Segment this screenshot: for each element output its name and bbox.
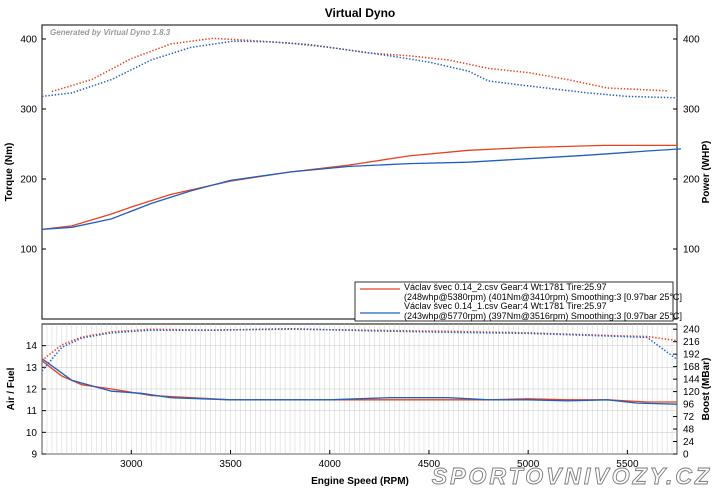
generated-by-label: Generated by Virtual Dyno 1.8.3 — [50, 28, 171, 37]
rpm-tick-label: 3500 — [219, 459, 242, 470]
boost-tick-label: 72 — [683, 412, 695, 423]
torque-tick-label: 200 — [20, 175, 37, 186]
afr-tick-label: 9 — [31, 450, 37, 461]
legend-run-1-line2: (243whp@5770rpm) (397Nm@3516rpm) Smoothi… — [404, 311, 682, 321]
y-axis-label-left: Torque (Nm) — [4, 143, 15, 202]
x-axis-label: Engine Speed (RPM) — [311, 476, 409, 487]
boost-tick-label: 96 — [683, 400, 695, 411]
boost-tick-label: 192 — [683, 350, 700, 361]
boost-tick-label: 216 — [683, 337, 700, 348]
afr-tick-label: 12 — [26, 385, 38, 396]
y-axis-label-right: Power (WHP) — [701, 141, 712, 204]
power-tick-label: 200 — [683, 175, 700, 186]
power-tick-label: 100 — [683, 245, 700, 256]
chart-title: Virtual Dyno — [325, 6, 395, 20]
rpm-tick-label: 3000 — [120, 459, 143, 470]
afr-axis-label: Air / Fuel — [6, 367, 17, 410]
legend-run-2-line2: (248whp@5380rpm) (401Nm@3410rpm) Smoothi… — [404, 292, 682, 302]
bottom-series-lines — [41, 327, 678, 405]
torque-tick-label: 300 — [20, 105, 37, 116]
top-axis-ticks: 100 200 300 400 100 200 300 400 — [20, 35, 700, 256]
top-series-lines — [41, 37, 682, 231]
rpm-tick-label: 4500 — [418, 459, 441, 470]
power-tick-label: 400 — [683, 35, 700, 46]
bottom-axis-ticks: 3000 3500 4000 4500 5000 5500 9 10 11 12 13 14 0 2448… — [26, 325, 700, 470]
top-series-3 — [41, 40, 678, 99]
legend-run-2-line1: Václav švec 0.14_2.csv Gear:4 Wt:1781 Ti… — [404, 282, 607, 292]
power-tick-label: 300 — [683, 105, 700, 116]
legend: Václav švec 0.14_2.csv Gear:4 Wt:1781 Ti… — [354, 281, 682, 322]
watermark: SPORTOVNIVOZY.CZ — [432, 463, 712, 489]
torque-tick-label: 100 — [20, 245, 37, 256]
legend-run-1-line1: Václav švec 0.14_1.csv Gear:4 Wt:1781 Ti… — [404, 301, 607, 311]
boost-tick-label: 168 — [683, 362, 700, 373]
boost-tick-label: 0 — [683, 450, 689, 461]
bottom-series-1 — [41, 358, 678, 405]
top-series-2 — [41, 148, 682, 231]
boost-tick-label: 240 — [683, 325, 700, 336]
afr-tick-label: 11 — [27, 406, 38, 417]
top-plot-frame — [41, 24, 678, 320]
bottom-series-2 — [41, 328, 678, 361]
legend-box — [354, 281, 674, 322]
boost-tick-label: 144 — [683, 375, 700, 386]
afr-tick-label: 10 — [26, 428, 38, 439]
boost-tick-label: 48 — [683, 425, 695, 436]
rpm-tick-label: 5500 — [616, 459, 639, 470]
rpm-tick-label: 4000 — [319, 459, 342, 470]
torque-tick-label: 400 — [20, 35, 37, 46]
afr-tick-label: 14 — [26, 341, 38, 352]
boost-axis-label: Boost (MBar) — [701, 358, 712, 421]
boost-tick-label: 120 — [683, 387, 700, 398]
boost-tick-label: 24 — [683, 437, 695, 448]
afr-tick-label: 13 — [26, 363, 38, 374]
rpm-tick-label: 5000 — [517, 459, 540, 470]
